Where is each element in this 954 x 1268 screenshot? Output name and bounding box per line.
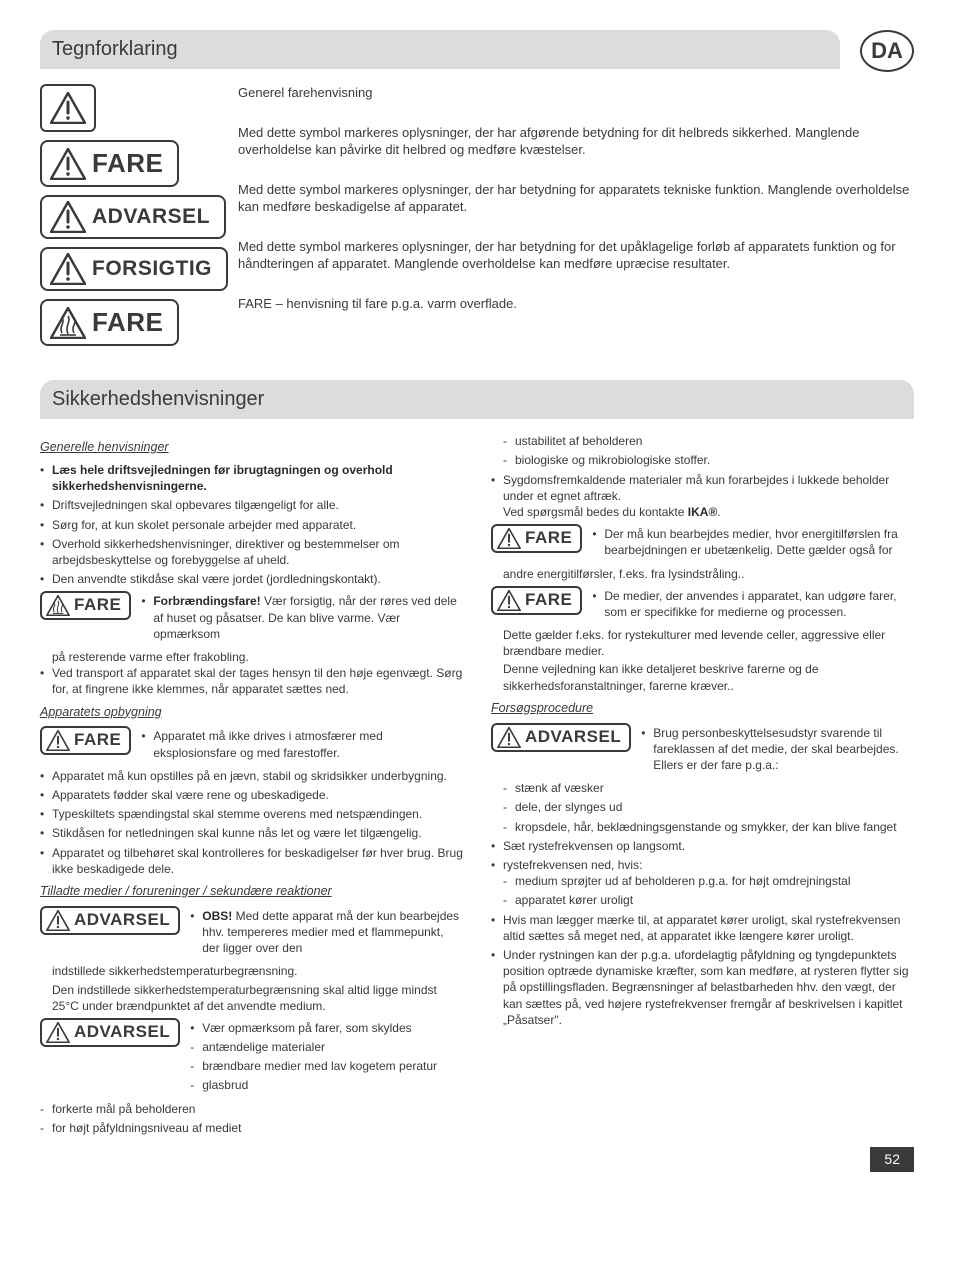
li: Typeskiltets spændingstal skal stemme ov… (40, 806, 463, 822)
li: Stikdåsen for netledningen skal kunne nå… (40, 825, 463, 841)
legend-fare: Med dette symbol markeres oplysninger, d… (238, 124, 914, 159)
legend-advarsel: Med dette symbol markeres oplysninger, d… (238, 181, 914, 216)
hazard-general-icon (40, 84, 96, 132)
li: Sæt rystefrekvensen op langsomt. (491, 838, 914, 854)
inline-advarsel: ADVARSEL (40, 906, 180, 935)
li: stænk af væsker (503, 780, 914, 796)
cont: på resterende varme efter frakobling. (40, 649, 463, 665)
cont: indstillede sikkerhedstemperaturbegrænsn… (40, 963, 463, 979)
li: dele, der slynges ud (503, 799, 914, 815)
li: rystefrekvensen ned, hvis: medium sprøjt… (491, 857, 914, 909)
li: kropsdele, hår, beklædningsgenstande og … (503, 819, 914, 835)
inline-fare: FARE (40, 726, 131, 755)
hazard-fare-box: FARE (40, 140, 179, 187)
subhead-procedure: Forsøgsprocedure (491, 700, 914, 717)
inline-advarsel: ADVARSEL (491, 723, 631, 752)
section-title-legend: Tegnforklaring (40, 30, 840, 69)
inline-fare: FARE (491, 524, 582, 553)
li: glasbrud (190, 1077, 463, 1093)
li: Apparatets fødder skal være rene og ubes… (40, 787, 463, 803)
hazard-fare-hot-box: FARE (40, 299, 179, 346)
li: Driftsvejledningen skal opbevares tilgæn… (40, 497, 463, 513)
hazard-forsigtig-box: FORSIGTIG (40, 247, 228, 291)
right-column: ustabilitet af beholderen biologiske og … (491, 433, 914, 1139)
li: for højt påfyldningsniveau af mediet (40, 1120, 463, 1136)
cont: Den indstillede sikkerhedstemperaturbegr… (40, 982, 463, 1014)
li: Ved transport af apparatet skal der tage… (40, 665, 463, 697)
language-badge: DA (860, 30, 914, 72)
inline-advarsel: ADVARSEL (40, 1018, 180, 1047)
li: Overhold sikkerhedshenvisninger, direkti… (40, 536, 463, 568)
li: Apparatet og tilbehøret skal kontrollere… (40, 845, 463, 877)
inline-text: De medier, der anvendes i apparatet, kan… (592, 586, 914, 623)
hazard-fare-label: FARE (92, 146, 163, 181)
li: Under rystningen kan der p.g.a. ufordela… (491, 947, 914, 1028)
li: Læs hele driftsvejledningen før ibrugtag… (40, 462, 463, 494)
hazard-advarsel-label: ADVARSEL (92, 203, 210, 231)
subhead-media: Tilladte medier / forureninger / sekundæ… (40, 883, 463, 900)
inline-fare-hot: FARE (40, 591, 131, 620)
inline-fare: FARE (491, 586, 582, 615)
li: apparatet kører uroligt (503, 892, 914, 908)
inline-text: Der må kun bearbejdes medier, hvor energ… (592, 524, 914, 561)
legend-fare-hot: FARE – henvisning til fare p.g.a. varm o… (238, 295, 914, 313)
cont: Dette gælder f.eks. for rystekulturer me… (491, 627, 914, 659)
subhead-build: Apparatets opbygning (40, 704, 463, 721)
li: Sørg for, at kun skolet personale arbejd… (40, 517, 463, 533)
section-title-safety: Sikkerhedshenvisninger (40, 380, 914, 419)
left-column: Generelle henvisninger Læs hele driftsve… (40, 433, 463, 1139)
inline-text: Vær opmærksom på farer, som skyldes antæ… (190, 1018, 463, 1097)
li: antændelige materialer (190, 1039, 463, 1055)
inline-text: Forbrændingsfare! Vær forsigtig, når der… (141, 591, 463, 645)
cont: Denne vejledning kan ikke detaljeret bes… (491, 661, 914, 693)
li: Hvis man lægger mærke til, at apparatet … (491, 912, 914, 944)
li: Apparatet må kun opstilles på en jævn, s… (40, 768, 463, 784)
li: forkerte mål på beholderen (40, 1101, 463, 1117)
cont: andre energitilførsler, f.eks. fra lysin… (491, 566, 914, 582)
li: medium sprøjter ud af beholderen p.g.a. … (503, 873, 914, 889)
li: Sygdomsfremkaldende materialer må kun fo… (491, 472, 914, 521)
inline-text: OBS! Med dette apparat må der kun bearbe… (190, 906, 463, 960)
li: ustabilitet af beholderen (503, 433, 914, 449)
hazard-forsigtig-label: FORSIGTIG (92, 255, 212, 283)
legend-forsigtig: Med dette symbol markeres oplysninger, d… (238, 238, 914, 273)
subhead-general: Generelle henvisninger (40, 439, 463, 456)
inline-text: Apparatet må ikke drives i atmosfærer me… (141, 726, 463, 763)
legend-generel: Generel farehenvisning (238, 84, 914, 102)
li: biologiske og mikrobiologiske stoffer. (503, 452, 914, 468)
inline-text: Brug personbeskyttelsesudstyr svarende t… (641, 723, 914, 777)
li: Den anvendte stikdåse skal være jordet (… (40, 571, 463, 587)
hazard-advarsel-box: ADVARSEL (40, 195, 226, 239)
li: brændbare medier med lav kogetem peratur (190, 1058, 463, 1074)
hazard-fare-hot-label: FARE (92, 305, 163, 340)
page-number: 52 (870, 1147, 914, 1172)
